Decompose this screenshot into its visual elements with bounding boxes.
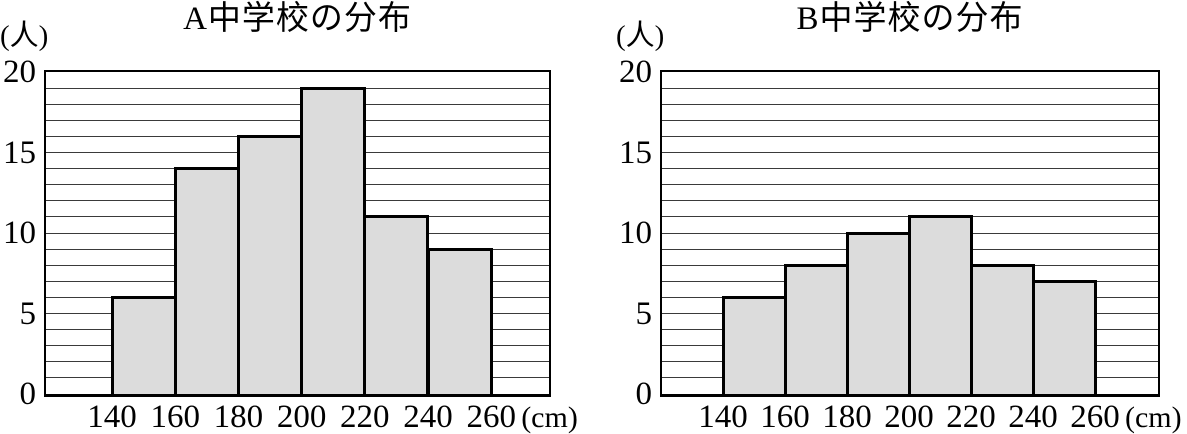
y-axis-tick-label: 10 [3, 215, 36, 251]
chart-title: B中学校の分布 [796, 1, 1024, 37]
bar-240-260 [426, 247, 493, 394]
gridline [46, 103, 549, 105]
gridline [662, 200, 1158, 202]
x-axis-tick-label: 240 [1008, 399, 1058, 434]
x-axis-tick-label: 180 [822, 399, 872, 434]
bar-200-220 [907, 215, 973, 394]
x-axis-tick-label: 140 [698, 399, 748, 434]
y-axis-tick-label: 5 [19, 295, 37, 332]
x-axis-tick-label: 260 [466, 399, 516, 434]
gridline [662, 103, 1158, 105]
y-axis-unit-label: (人) [616, 20, 665, 52]
chart-title: A中学校の分布 [183, 1, 412, 37]
x-axis-unit-label: (cm) [1125, 401, 1182, 434]
bar-200-220 [300, 86, 367, 394]
x-axis-tick-label: 160 [760, 399, 810, 434]
gridline [46, 87, 549, 89]
x-axis-tick-label: 220 [946, 399, 996, 434]
y-axis-unit-label: (人) [0, 20, 49, 52]
bar-160-180 [173, 167, 240, 394]
gridline [662, 152, 1158, 153]
gridline [662, 168, 1158, 170]
bar-180-200 [236, 134, 304, 394]
bar-140-160 [110, 295, 177, 394]
bar-140-160 [721, 295, 787, 394]
y-axis-tick-label: 20 [3, 54, 36, 90]
x-axis-tick-label: 200 [884, 399, 934, 434]
x-axis-tick-label: 260 [1070, 399, 1120, 434]
x-axis-tick-label: 180 [213, 399, 264, 434]
plot-area [44, 70, 551, 397]
x-axis-tick-label: 200 [276, 399, 327, 434]
plot-area [660, 70, 1160, 397]
x-axis-unit-label: (cm) [521, 401, 578, 434]
x-axis-tick-label: 240 [403, 399, 453, 434]
x-axis-tick-label: 160 [150, 399, 200, 434]
y-axis-tick-label: 5 [635, 295, 653, 332]
bar-220-240 [363, 215, 430, 394]
bar-220-240 [969, 263, 1035, 394]
x-axis-tick-label: 220 [340, 399, 390, 434]
y-axis-tick-label: 10 [619, 215, 652, 251]
y-axis-tick-label: 0 [635, 376, 653, 412]
x-axis-tick-label: 140 [87, 399, 137, 434]
gridline [662, 135, 1158, 137]
y-axis-tick-label: 20 [619, 54, 652, 90]
y-axis-tick-label: 0 [19, 376, 37, 412]
gridline [662, 184, 1158, 186]
bar-240-260 [1031, 279, 1097, 394]
y-axis-tick-label: 15 [3, 134, 36, 171]
y-axis-tick-label: 15 [619, 134, 652, 171]
gridline [662, 119, 1158, 121]
bar-180-200 [845, 231, 911, 394]
gridline [46, 119, 549, 121]
bar-160-180 [783, 263, 849, 394]
gridline [662, 87, 1158, 89]
